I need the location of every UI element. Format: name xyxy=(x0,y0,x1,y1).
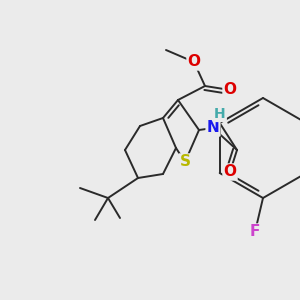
Text: O: O xyxy=(188,55,200,70)
Text: O: O xyxy=(224,164,236,179)
Text: F: F xyxy=(250,224,260,239)
Text: N: N xyxy=(207,121,219,136)
Text: H: H xyxy=(214,107,226,121)
Text: S: S xyxy=(179,154,191,169)
Text: O: O xyxy=(224,82,236,98)
